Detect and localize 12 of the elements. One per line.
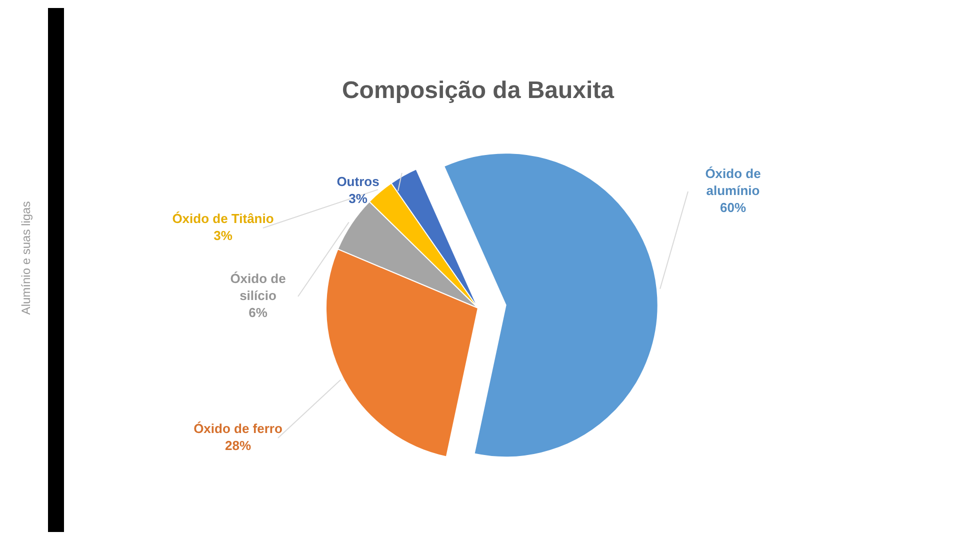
text: Alumínio e suas ligas [19, 201, 33, 315]
data-label: 28% [224, 438, 252, 453]
data-label: 60% [720, 200, 746, 215]
chart-title: Composição da Bauxita [342, 77, 615, 104]
slice-label: Óxido de silício [230, 271, 286, 303]
slice-label: Óxido de Titânio [172, 211, 274, 226]
data-label: 6% [248, 305, 268, 320]
slice-label: Óxido de ferro [194, 421, 282, 436]
slice-label: Óxido de alumínio [705, 166, 761, 198]
data-label: 3% [348, 191, 368, 206]
slice-label: Outros [336, 174, 380, 189]
data-label: 3% [214, 228, 233, 243]
